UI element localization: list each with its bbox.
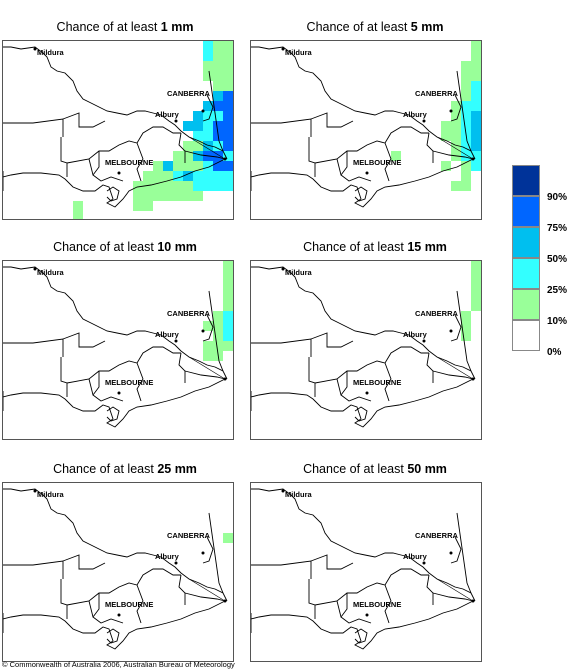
map-label-melbourne: MELBOURNE bbox=[105, 158, 153, 167]
legend-swatch bbox=[512, 165, 540, 196]
copyright-notice: © Commonwealth of Australia 2006, Austra… bbox=[2, 660, 235, 669]
victoria-map-svg: Mildura CANBERRA Albury MELBOURNE bbox=[251, 41, 481, 208]
panel-title-10mm: Chance of at least 10 mm bbox=[53, 240, 197, 254]
panel-title-25mm: Chance of at least 25 mm bbox=[53, 462, 197, 476]
map-label-canberra: CANBERRA bbox=[415, 309, 459, 318]
legend-label-25: 25% bbox=[547, 285, 568, 296]
legend-swatch bbox=[512, 196, 540, 227]
map-5mm: Mildura CANBERRA Albury MELBOURNE bbox=[250, 40, 482, 220]
legend-label-0: 0% bbox=[547, 347, 562, 358]
legend-label-90: 90% bbox=[547, 192, 568, 203]
map-label-melbourne: MELBOURNE bbox=[353, 158, 401, 167]
map-15mm: Mildura CANBERRA Albury MELBOURNE bbox=[250, 260, 482, 440]
map-label-canberra: CANBERRA bbox=[415, 89, 459, 98]
map-label-canberra: CANBERRA bbox=[167, 531, 211, 540]
panel-title-1mm: Chance of at least 1 mm bbox=[56, 20, 194, 34]
probability-shading bbox=[73, 41, 233, 219]
map-50mm: Mildura CANBERRA Albury MELBOURNE bbox=[250, 482, 482, 662]
map-label-melbourne: MELBOURNE bbox=[105, 378, 153, 387]
map-label-albury: Albury bbox=[155, 552, 180, 561]
map-label-melbourne: MELBOURNE bbox=[353, 600, 401, 609]
victoria-map-svg: Mildura CANBERRA Albury MELBOURNE bbox=[3, 261, 233, 428]
map-label-canberra: CANBERRA bbox=[415, 531, 459, 540]
map-label-mildura: Mildura bbox=[285, 490, 312, 499]
probability-legend bbox=[512, 165, 540, 351]
map-label-mildura: Mildura bbox=[285, 48, 312, 57]
victoria-map-svg: Mildura CANBERRA Albury MELBOURNE bbox=[251, 488, 476, 650]
probability-shading bbox=[391, 41, 481, 191]
legend-swatch bbox=[512, 320, 540, 351]
legend-swatch bbox=[512, 227, 540, 258]
legend-swatch bbox=[512, 258, 540, 289]
map-label-albury: Albury bbox=[155, 330, 180, 339]
map-label-albury: Albury bbox=[403, 110, 428, 119]
victoria-map-svg: Mildura CANBERRA Albury MELBOURNE bbox=[3, 41, 233, 219]
map-label-albury: Albury bbox=[403, 552, 428, 561]
legend-label-75: 75% bbox=[547, 223, 568, 234]
map-label-melbourne: MELBOURNE bbox=[353, 378, 401, 387]
map-label-mildura: Mildura bbox=[285, 268, 312, 277]
panel-title-50mm: Chance of at least 50 mm bbox=[303, 462, 447, 476]
legend-swatch bbox=[512, 289, 540, 320]
map-label-canberra: CANBERRA bbox=[167, 89, 211, 98]
map-10mm: Mildura CANBERRA Albury MELBOURNE bbox=[2, 260, 234, 440]
map-label-canberra: CANBERRA bbox=[167, 309, 211, 318]
map-label-mildura: Mildura bbox=[37, 490, 64, 499]
victoria-map-svg: Mildura CANBERRA Albury MELBOURNE bbox=[3, 488, 233, 650]
map-label-melbourne: MELBOURNE bbox=[105, 600, 153, 609]
map-label-albury: Albury bbox=[155, 110, 180, 119]
probability-shading bbox=[461, 261, 481, 341]
map-label-mildura: Mildura bbox=[37, 48, 64, 57]
map-label-mildura: Mildura bbox=[37, 268, 64, 277]
map-25mm: Mildura CANBERRA Albury MELBOURNE bbox=[2, 482, 234, 662]
panel-title-5mm: Chance of at least 5 mm bbox=[306, 20, 444, 34]
panel-title-15mm: Chance of at least 15 mm bbox=[303, 240, 447, 254]
legend-label-50: 50% bbox=[547, 254, 568, 265]
probability-shading bbox=[223, 533, 233, 543]
victoria-map-svg: Mildura CANBERRA Albury MELBOURNE bbox=[251, 261, 481, 428]
map-1mm: Mildura CANBERRA Albury MELBOURNE bbox=[2, 40, 234, 220]
map-label-albury: Albury bbox=[403, 330, 428, 339]
legend-label-10: 10% bbox=[547, 316, 568, 327]
